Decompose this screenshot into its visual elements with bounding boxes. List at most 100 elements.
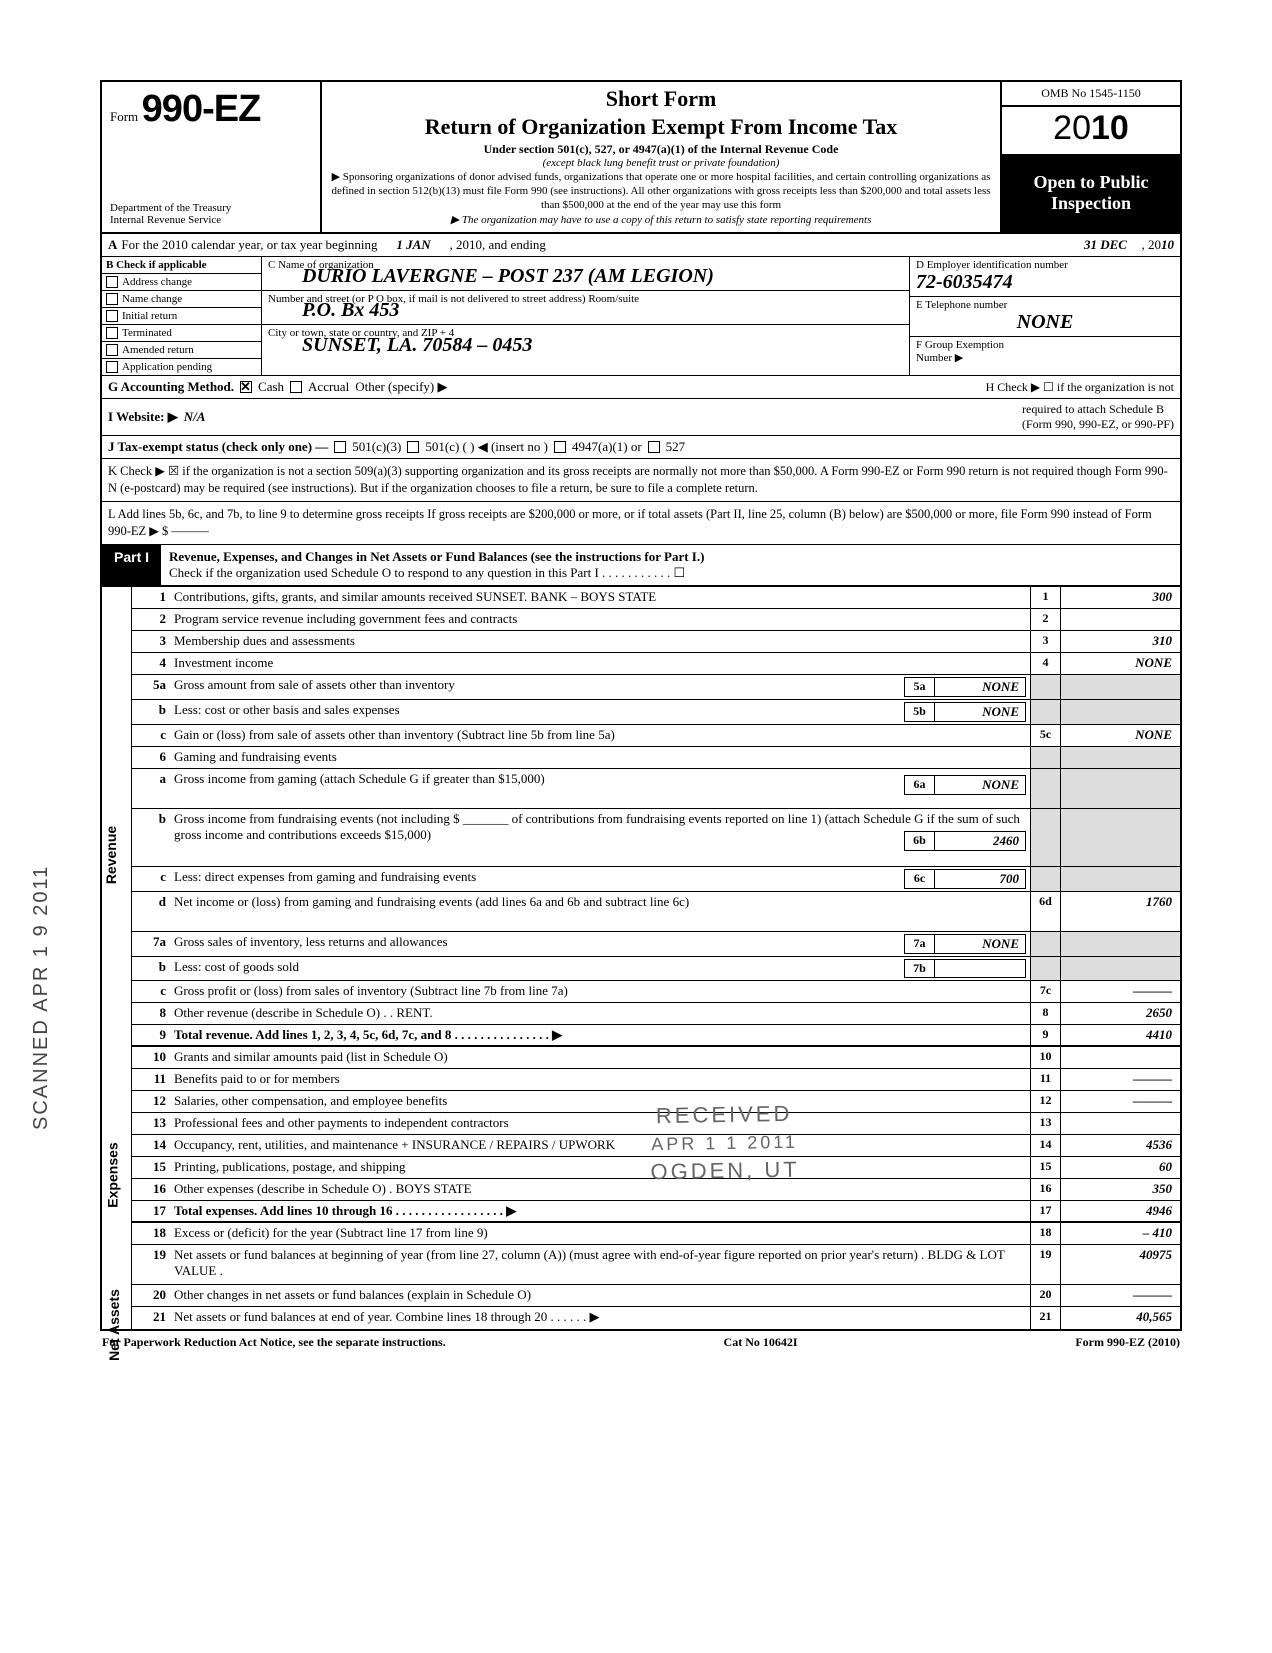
row-9: 9Total revenue. Add lines 1, 2, 3, 4, 5c… [132,1025,1180,1047]
group-label1: F Group Exemption [916,339,1174,351]
chk-accrual[interactable] [290,381,302,393]
line-a: A For the 2010 calendar year, or tax yea… [100,234,1182,257]
line-a-label: A [108,237,117,253]
h3-text: (Form 990, 990-EZ, or 990-PF) [1022,417,1174,431]
received-stamp: RECEIVED APR 1 1 2011 OGDEN, UT [649,1099,800,1188]
row-6c: cLess: direct expenses from gaming and f… [132,867,1180,892]
form-number: 990-EZ [142,88,261,130]
dept-line1: Department of the Treasury [110,202,312,214]
row-11: 11Benefits paid to or for members11——— [132,1069,1180,1091]
group-box: F Group Exemption Number ▶ [910,337,1180,371]
row-7c: cGross profit or (loss) from sales of in… [132,981,1180,1003]
footer-mid: Cat No 10642I [724,1335,798,1350]
open-public: Open to Public Inspection [1002,154,1180,232]
col-def: D Employer identification number 72-6035… [910,257,1180,375]
line-g: G Accounting Method. Cash Accrual Other … [100,376,1182,399]
row-8: 8Other revenue (describe in Schedule O) … [132,1003,1180,1025]
row-7b: bLess: cost of goods sold7b [132,957,1180,981]
col-c: C Name of organization DURIO LAVERGNE – … [262,257,910,375]
group-label2: Number ▶ [916,351,1174,364]
footer-left: For Paperwork Reduction Act Notice, see … [102,1335,446,1350]
satisfy-note: ▶ The organization may have to use a cop… [330,214,992,228]
chk-initial[interactable]: Initial return [102,307,261,324]
addr-value: P.O. Bx 453 [302,299,399,322]
cash-label: Cash [258,379,284,395]
line-j: J Tax-exempt status (check only one) — 5… [100,436,1182,459]
title-return: Return of Organization Exempt From Incom… [330,114,992,140]
row-6b: bGross income from fundraising events (n… [132,809,1180,867]
chk-501c3[interactable] [334,441,346,453]
line-l: L Add lines 5b, 6c, and 7b, to line 9 to… [100,502,1182,545]
row-6a: aGross income from gaming (attach Schedu… [132,769,1180,809]
open-line2: Inspection [1006,193,1176,214]
dept-line2: Internal Revenue Service [110,214,312,226]
chk-pending[interactable]: Application pending [102,358,261,375]
j-label: J Tax-exempt status (check only one) — [108,439,328,455]
org-name-value: DURIO LAVERGNE – POST 237 (AM LEGION) [302,265,714,288]
chk-address[interactable]: Address change [102,273,261,290]
chk-4947[interactable] [554,441,566,453]
part1-header: Part I Revenue, Expenses, and Changes in… [100,545,1182,587]
row-3: 3Membership dues and assessments3310 [132,631,1180,653]
phone-box: E Telephone number NONE [910,297,1180,337]
line-a-end: 31 DEC [1076,237,1136,253]
row-7a: 7aGross sales of inventory, less returns… [132,932,1180,957]
row-19: 19Net assets or fund balances at beginni… [132,1245,1180,1285]
row-5c: cGain or (loss) from sale of assets othe… [132,725,1180,747]
row-17: 17Total expenses. Add lines 10 through 1… [132,1201,1180,1223]
dept: Department of the Treasury Internal Reve… [110,202,312,226]
city-value: SUNSET, LA. 70584 – 0453 [302,334,532,357]
entity-block: B Check if applicable Address change Nam… [100,257,1182,376]
header-right: OMB No 1545-1150 2010 Open to Public Ins… [1000,82,1180,232]
part1-label: Part I [102,545,161,585]
chk-terminated[interactable]: Terminated [102,324,261,341]
chk-527[interactable] [648,441,660,453]
row-21: 21Net assets or fund balances at end of … [132,1307,1180,1329]
line-a-yr: 10 [1161,237,1174,253]
revenue-label: Revenue [103,825,119,883]
row-18: 18Excess or (deficit) for the year (Subt… [132,1223,1180,1245]
part1-check: Check if the organization used Schedule … [169,565,685,580]
form-header: Form 990-EZ Department of the Treasury I… [100,80,1182,234]
sponsor-note: ▶ Sponsoring organizations of donor advi… [330,171,992,212]
open-line1: Open to Public [1006,172,1176,193]
except-note: (except black lung benefit trust or priv… [330,157,992,169]
page-footer: For Paperwork Reduction Act Notice, see … [100,1331,1182,1354]
chk-name[interactable]: Name change [102,290,261,307]
line-a-text3: , 20 [1142,237,1162,253]
ein-box: D Employer identification number 72-6035… [910,257,1180,297]
year-bold: 10 [1091,109,1129,147]
row-5b: bLess: cost or other basis and sales exp… [132,700,1180,725]
title-short: Short Form [330,86,992,112]
scanned-stamp: SCANNED APR 1 9 2011 [30,865,53,1130]
omb-number: OMB No 1545-1150 [1002,82,1180,107]
phone-value: NONE [916,311,1174,334]
website-value: N/A [184,409,206,425]
row-10: 10Grants and similar amounts paid (list … [132,1047,1180,1069]
year-prefix: 20 [1053,109,1091,147]
side-labels: Revenue Expenses Net Assets [102,587,132,1329]
line-i: I Website: ▶ N/A required to attach Sche… [100,399,1182,436]
row-1: 1Contributions, gifts, grants, and simil… [132,587,1180,609]
chk-amended[interactable]: Amended return [102,341,261,358]
row-6d: dNet income or (loss) from gaming and fu… [132,892,1180,932]
recv-line2: APR 1 1 2011 [650,1129,800,1157]
part1-title: Revenue, Expenses, and Changes in Net As… [169,549,704,564]
ein-label: D Employer identification number [916,259,1174,271]
col-b-head: B Check if applicable [102,257,261,273]
part1-body: Revenue Expenses Net Assets 1Contributio… [100,587,1182,1331]
tax-year: 2010 [1002,107,1180,154]
header-left: Form 990-EZ Department of the Treasury I… [102,82,322,232]
form-prefix: Form [110,109,138,124]
row-4: 4Investment income4NONE [132,653,1180,675]
netassets-label: Net Assets [106,1289,122,1361]
h-text: H Check ▶ ☐ if the organization is not [986,380,1174,395]
line-a-text1: For the 2010 calendar year, or tax year … [121,237,377,253]
org-name-box: C Name of organization DURIO LAVERGNE – … [262,257,909,291]
recv-line1: RECEIVED [649,1099,799,1132]
part1-text: Revenue, Expenses, and Changes in Net As… [161,545,1180,585]
chk-501c[interactable] [407,441,419,453]
other-label: Other (specify) ▶ [355,379,447,395]
chk-cash[interactable] [240,381,252,393]
recv-line3: OGDEN, UT [650,1155,800,1188]
